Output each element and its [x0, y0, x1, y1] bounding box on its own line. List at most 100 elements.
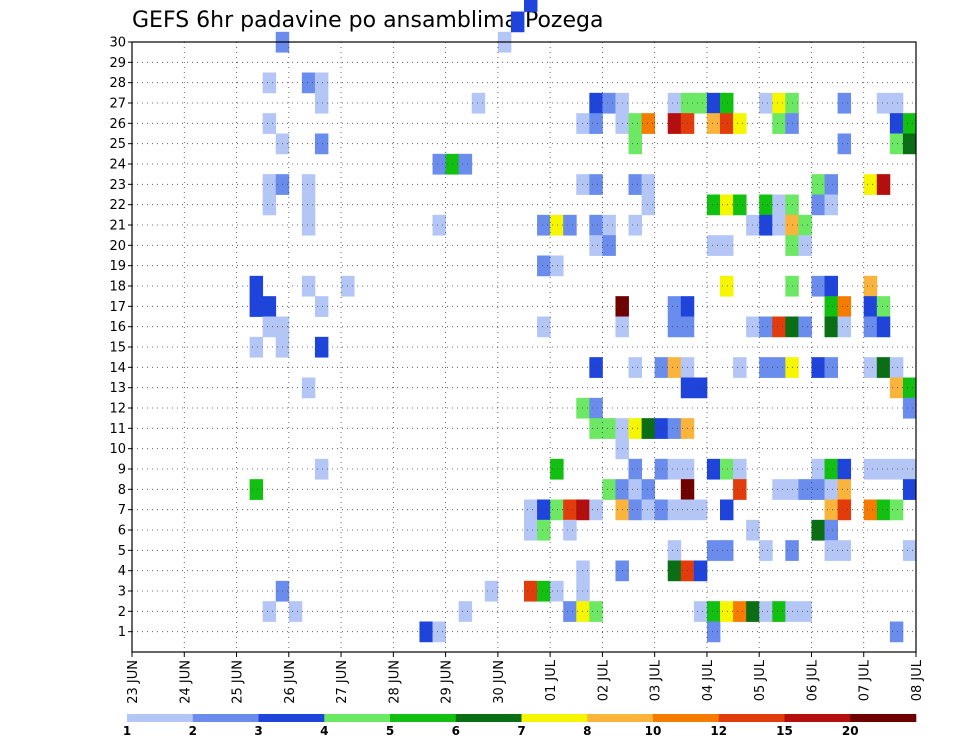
- heatmap-cell: [314, 92, 329, 114]
- y-tick-label: 18: [109, 280, 126, 295]
- heatmap-cell: [798, 316, 812, 338]
- heatmap-cell: [602, 235, 616, 256]
- heatmap-cell: [550, 580, 564, 602]
- heatmap-cell: [314, 336, 329, 358]
- heatmap-cell: [563, 601, 577, 622]
- heatmap-cell: [720, 235, 734, 256]
- heatmap-cell: [249, 275, 264, 297]
- y-tick-label: 30: [109, 36, 126, 51]
- heatmap-cell: [759, 540, 773, 561]
- heatmap-cell: [550, 499, 564, 521]
- heatmap-cell: [667, 418, 682, 439]
- heatmap-cell: [628, 357, 642, 378]
- heatmap-cell: [733, 458, 747, 480]
- y-tick-label: 3: [118, 585, 126, 600]
- heatmap-cell: [837, 92, 852, 114]
- heatmap-cell: [641, 174, 656, 195]
- heatmap-cell: [902, 458, 917, 480]
- x-tick-label: 02 JUL: [596, 659, 611, 701]
- heatmap-cell: [837, 316, 852, 338]
- heatmap-cell: [902, 479, 917, 500]
- x-tick-label: 01 JUL: [544, 659, 559, 701]
- y-tick-label: 5: [118, 544, 126, 559]
- heatmap-cell: [733, 194, 747, 216]
- legend-label: 2: [189, 724, 197, 738]
- legend-swatch: [324, 714, 391, 722]
- heatmap-cell: [772, 92, 786, 114]
- y-tick-label: 2: [118, 605, 126, 620]
- heatmap-cell: [550, 458, 564, 480]
- heatmap-cell: [510, 11, 525, 33]
- heatmap-cell: [772, 194, 786, 216]
- heatmap-cell: [876, 92, 891, 114]
- heatmap-cell: [837, 479, 852, 500]
- heatmap-cell: [889, 458, 904, 480]
- heatmap-cell: [589, 418, 603, 439]
- heatmap-cell: [706, 601, 721, 622]
- heatmap-cell: [706, 92, 721, 114]
- heatmap-cell: [693, 377, 708, 399]
- heatmap-cell: [262, 316, 277, 338]
- heatmap-cell: [720, 92, 734, 114]
- heatmap-cell: [667, 316, 682, 338]
- heatmap-cell: [706, 458, 721, 480]
- heatmap-cell: [262, 113, 277, 134]
- heatmap-cell: [772, 316, 786, 338]
- heatmap-cell: [314, 133, 329, 155]
- y-tick-label: 20: [109, 239, 126, 254]
- y-tick-label: 1: [118, 625, 126, 640]
- heatmap-cell: [720, 458, 734, 480]
- legend-swatch: [521, 714, 588, 722]
- heatmap-cell: [876, 499, 891, 521]
- heatmap-cells: [249, 0, 917, 643]
- heatmap-cell: [772, 113, 786, 134]
- heatmap-cell: [902, 113, 917, 134]
- heatmap-cell: [654, 458, 669, 480]
- y-tick-label: 21: [109, 219, 126, 234]
- heatmap-cell: [288, 601, 303, 622]
- heatmap-cell: [720, 194, 734, 216]
- heatmap-cell: [876, 296, 891, 317]
- x-tick-label: 08 JUL: [910, 659, 925, 701]
- heatmap-cell: [262, 72, 277, 94]
- heatmap-cell: [654, 418, 669, 439]
- heatmap-cell: [876, 357, 891, 378]
- heatmap-cell: [824, 479, 838, 500]
- legend-label: 8: [583, 724, 591, 738]
- y-tick-label: 24: [109, 158, 126, 173]
- legend-label: 3: [254, 724, 262, 738]
- heatmap-cell: [667, 499, 682, 521]
- heatmap-cell: [301, 377, 316, 399]
- x-tick-label: 26 JUN: [283, 660, 298, 704]
- heatmap-cell: [314, 72, 329, 94]
- heatmap-cell: [667, 113, 682, 134]
- heatmap-cell: [889, 113, 904, 134]
- heatmap-cell: [432, 621, 446, 643]
- legend-label: 6: [452, 724, 460, 738]
- legend-swatch: [192, 714, 259, 722]
- heatmap-cell: [589, 601, 603, 622]
- heatmap-cell: [772, 479, 786, 500]
- heatmap-cell: [772, 601, 786, 622]
- y-axis: 1234567891011121314151617181920212223242…: [109, 36, 132, 640]
- heatmap-cell: [537, 214, 551, 236]
- heatmap-cell: [314, 458, 329, 480]
- heatmap-cell: [837, 540, 852, 561]
- heatmap-cell: [811, 357, 825, 378]
- heatmap-cell: [902, 397, 917, 419]
- heatmap-cell: [889, 92, 904, 114]
- heatmap-cell: [667, 458, 682, 480]
- y-tick-label: 29: [109, 56, 126, 71]
- heatmap-cell: [589, 235, 603, 256]
- x-tick-label: 05 JUL: [753, 659, 768, 701]
- heatmap-cell: [249, 336, 264, 358]
- heatmap-cell: [602, 418, 616, 439]
- x-tick-label: 25 JUN: [231, 660, 246, 704]
- x-tick-label: 03 JUL: [649, 659, 664, 701]
- heatmap-cell: [628, 479, 642, 500]
- x-tick-label: 27 JUN: [335, 660, 350, 704]
- heatmap-cell: [641, 499, 656, 521]
- heatmap-cell: [811, 479, 825, 500]
- heatmap-cell: [667, 560, 682, 582]
- legend-label: 1: [123, 724, 131, 738]
